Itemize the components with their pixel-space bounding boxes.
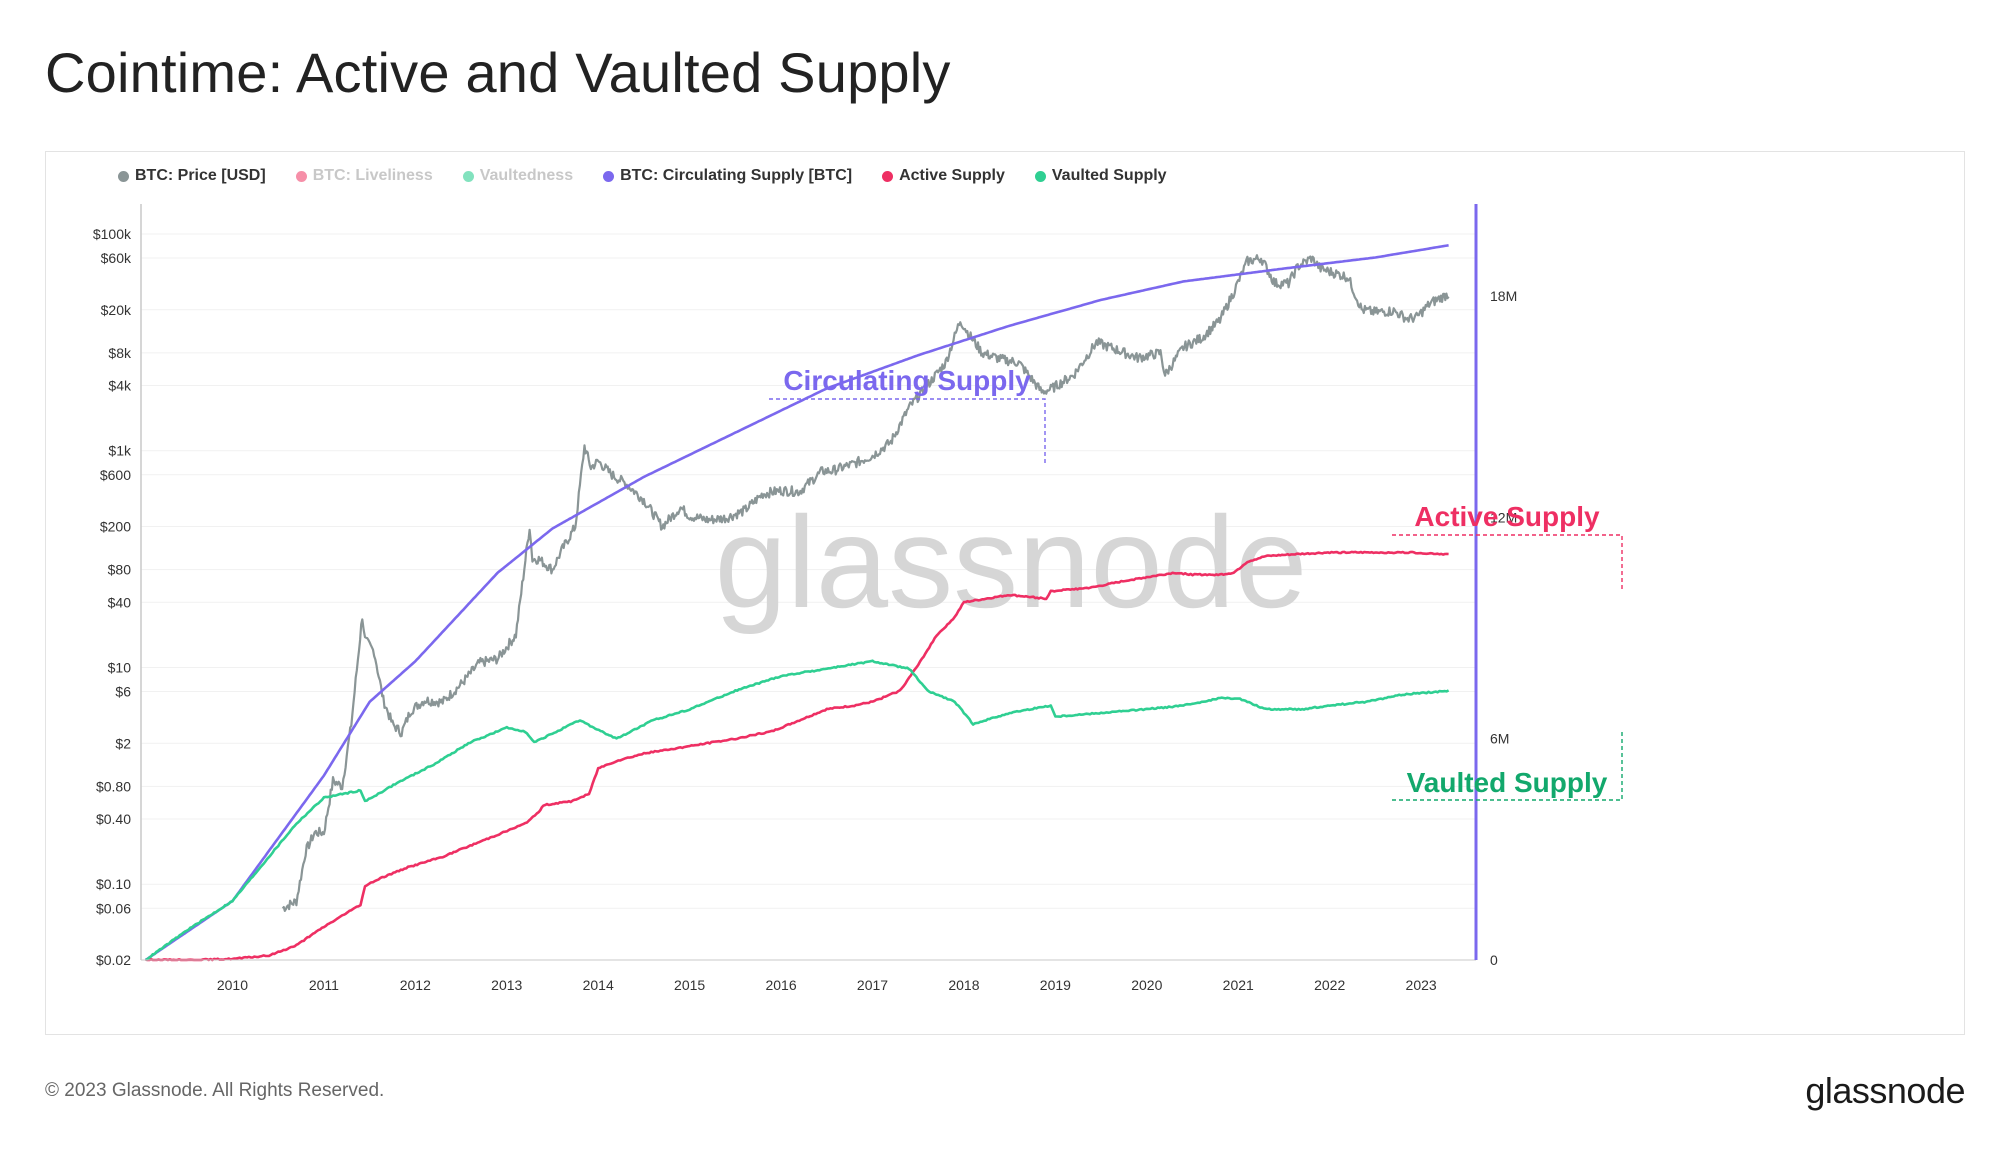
legend-dot-liveliness bbox=[295, 170, 307, 182]
legend-item-price[interactable]: BTC: Price [USD] bbox=[118, 167, 266, 185]
legend-item-vaultedness[interactable]: Vaultedness bbox=[462, 167, 574, 185]
left-tick-label: $0.10 bbox=[96, 876, 131, 892]
annotation-circulating-supply-leader bbox=[769, 398, 1046, 464]
legend-item-liveliness[interactable]: BTC: Liveliness bbox=[295, 167, 433, 185]
x-tick-label: 2012 bbox=[400, 977, 431, 993]
annotation-vaulted-supply-label: Vaulted Supply bbox=[1407, 767, 1608, 798]
legend-label-liveliness: BTC: Liveliness bbox=[312, 167, 433, 184]
legend-label-circulating-supply: BTC: Circulating Supply [BTC] bbox=[620, 167, 853, 184]
legend-dot-circulating-supply bbox=[603, 170, 615, 182]
right-tick-label: 12M bbox=[1490, 509, 1517, 525]
left-tick-label: $200 bbox=[100, 519, 131, 535]
series-line-active-supply bbox=[145, 550, 1449, 962]
x-tick-label: 2015 bbox=[674, 977, 705, 993]
right-axis-ticks: 0 6M 12M 18M bbox=[1490, 288, 1517, 968]
legend-item-active-supply[interactable]: Active Supply bbox=[882, 167, 1005, 185]
x-tick-label: 2018 bbox=[948, 977, 979, 993]
x-tick-label: 2010 bbox=[217, 977, 248, 993]
series-line-circulating-supply bbox=[144, 244, 1449, 962]
chart-legend: BTC: Price [USD] BTC: Liveliness Vaulted… bbox=[118, 167, 1167, 185]
left-tick-label: $0.06 bbox=[96, 900, 131, 916]
series-line-price bbox=[281, 254, 1450, 912]
legend-label-price: BTC: Price [USD] bbox=[135, 167, 266, 184]
x-tick-label: 2014 bbox=[583, 977, 614, 993]
left-tick-label: $6 bbox=[115, 684, 131, 700]
x-tick-label: 2019 bbox=[1040, 977, 1071, 993]
chart-axes bbox=[140, 204, 1478, 961]
series-line-vaulted-supply bbox=[145, 659, 1450, 961]
right-tick-label: 6M bbox=[1490, 731, 1509, 747]
annotation-active-supply-label: Active Supply bbox=[1414, 501, 1600, 532]
left-tick-label: $40 bbox=[108, 594, 132, 610]
left-tick-label: $10 bbox=[108, 659, 132, 675]
page-title: Cointime: Active and Vaulted Supply bbox=[45, 41, 951, 104]
legend-dot-vaulted-supply bbox=[1034, 170, 1046, 182]
left-tick-label: $0.02 bbox=[96, 952, 131, 968]
legend-dot-active-supply bbox=[882, 170, 894, 182]
x-tick-label: 2020 bbox=[1131, 977, 1162, 993]
x-tick-label: 2021 bbox=[1223, 977, 1254, 993]
left-tick-label: $0.80 bbox=[96, 778, 131, 794]
x-tick-label: 2017 bbox=[857, 977, 888, 993]
left-tick-label: $60k bbox=[101, 250, 132, 266]
legend-item-circulating-supply[interactable]: BTC: Circulating Supply [BTC] bbox=[603, 167, 852, 185]
footer-copyright: © 2023 Glassnode. All Rights Reserved. bbox=[45, 1080, 385, 1101]
annotation-circulating-supply-label: Circulating Supply bbox=[783, 365, 1031, 396]
x-tick-label: 2022 bbox=[1314, 977, 1345, 993]
chart-plot: glassnode $100k$60k$20k$8k$4k$1k$600$200… bbox=[93, 204, 1623, 993]
left-tick-label: $100k bbox=[93, 226, 132, 242]
legend-label-vaultedness: Vaultedness bbox=[479, 167, 574, 184]
left-tick-label: $20k bbox=[101, 302, 132, 318]
left-tick-label: $1k bbox=[108, 443, 132, 459]
x-tick-label: 2011 bbox=[309, 977, 339, 993]
x-tick-label: 2016 bbox=[765, 977, 796, 993]
left-tick-label: $2 bbox=[115, 735, 131, 751]
chart-frame: BTC: Price [USD] BTC: Liveliness Vaulted… bbox=[45, 151, 1965, 1035]
left-axis-ticks: $100k $60k $20k $8k $4k $1k $600 $200 $80 $40 $10 $… bbox=[93, 226, 132, 968]
legend-label-active-supply: Active Supply bbox=[899, 167, 1005, 184]
chart-annotations: Circulating Supply Active Supply Vaulted S… bbox=[769, 365, 1623, 801]
legend-dot-vaultedness bbox=[462, 170, 474, 182]
left-tick-label: $600 bbox=[100, 467, 131, 483]
right-tick-label: 18M bbox=[1490, 288, 1517, 304]
legend-item-vaulted-supply[interactable]: Vaulted Supply bbox=[1034, 167, 1167, 185]
chart-series bbox=[144, 244, 1450, 962]
watermark-text: glassnode bbox=[715, 489, 1308, 635]
footer-logo[interactable]: glassnode bbox=[1805, 1070, 1965, 1111]
left-tick-label: $4k bbox=[108, 378, 132, 394]
legend-dot-price bbox=[118, 170, 129, 182]
left-tick-label: $8k bbox=[108, 345, 132, 361]
x-axis-ticks: 2010 2011 2012 2013 2014 2015 2016 2017 2018 2019… bbox=[217, 977, 1437, 993]
annotation-vaulted-supply-leader bbox=[1392, 732, 1623, 801]
annotation-active-supply-leader bbox=[1392, 534, 1623, 592]
x-tick-label: 2023 bbox=[1406, 977, 1437, 993]
left-tick-label: $80 bbox=[108, 562, 132, 578]
left-tick-label: $0.40 bbox=[96, 811, 131, 827]
right-tick-label: 0 bbox=[1490, 952, 1498, 968]
legend-label-vaulted-supply: Vaulted Supply bbox=[1051, 167, 1167, 184]
x-tick-label: 2013 bbox=[491, 977, 522, 993]
